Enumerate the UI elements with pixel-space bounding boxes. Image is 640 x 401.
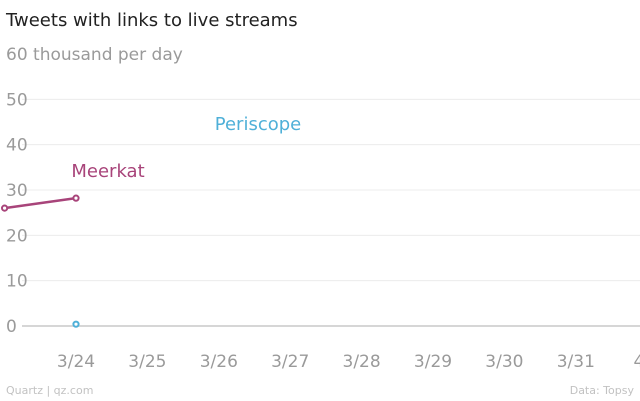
y-tick-60: 60 thousand per day — [6, 45, 183, 65]
periscope-point-0 — [72, 320, 80, 328]
x-tick-3-29: 3/29 — [414, 352, 452, 372]
meerkat-point-0 — [1, 204, 9, 212]
y-tick-30: 30 — [6, 181, 28, 201]
periscope-label: Periscope — [215, 114, 301, 135]
x-tick-3-25: 3/25 — [128, 352, 166, 372]
source-credit: Quartz | qz.com — [6, 384, 93, 397]
chart-title: Tweets with links to live streams — [5, 10, 298, 31]
x-tick-3-27: 3/27 — [271, 352, 309, 372]
x-tick-3-28: 3/28 — [343, 352, 381, 372]
y-tick-50: 50 — [6, 90, 28, 110]
y-tick-labels: 0 10 20 30 40 50 60 thousand per day — [6, 45, 183, 337]
y-tick-10: 10 — [6, 272, 28, 292]
y-tick-40: 40 — [6, 136, 28, 156]
x-tick-3-24: 3/24 — [57, 352, 95, 372]
x-tick-4-1: 4/1 — [634, 352, 640, 372]
series-layer: Meerkat Periscope — [1, 114, 301, 328]
y-tick-0: 0 — [6, 317, 17, 337]
meerkat-line — [3, 196, 78, 210]
x-tick-labels: 3/24 3/25 3/26 3/27 3/28 3/29 3/30 3/31 4/1 — [57, 352, 640, 372]
meerkat-label: Meerkat — [71, 161, 144, 182]
x-tick-3-26: 3/26 — [200, 352, 238, 372]
gridlines — [22, 98, 640, 327]
y-tick-20: 20 — [6, 226, 28, 246]
x-tick-3-30: 3/30 — [485, 352, 523, 372]
x-tick-3-31: 3/31 — [557, 352, 595, 372]
data-source: Data: Topsy — [570, 384, 635, 397]
meerkat-point-1 — [72, 194, 80, 202]
